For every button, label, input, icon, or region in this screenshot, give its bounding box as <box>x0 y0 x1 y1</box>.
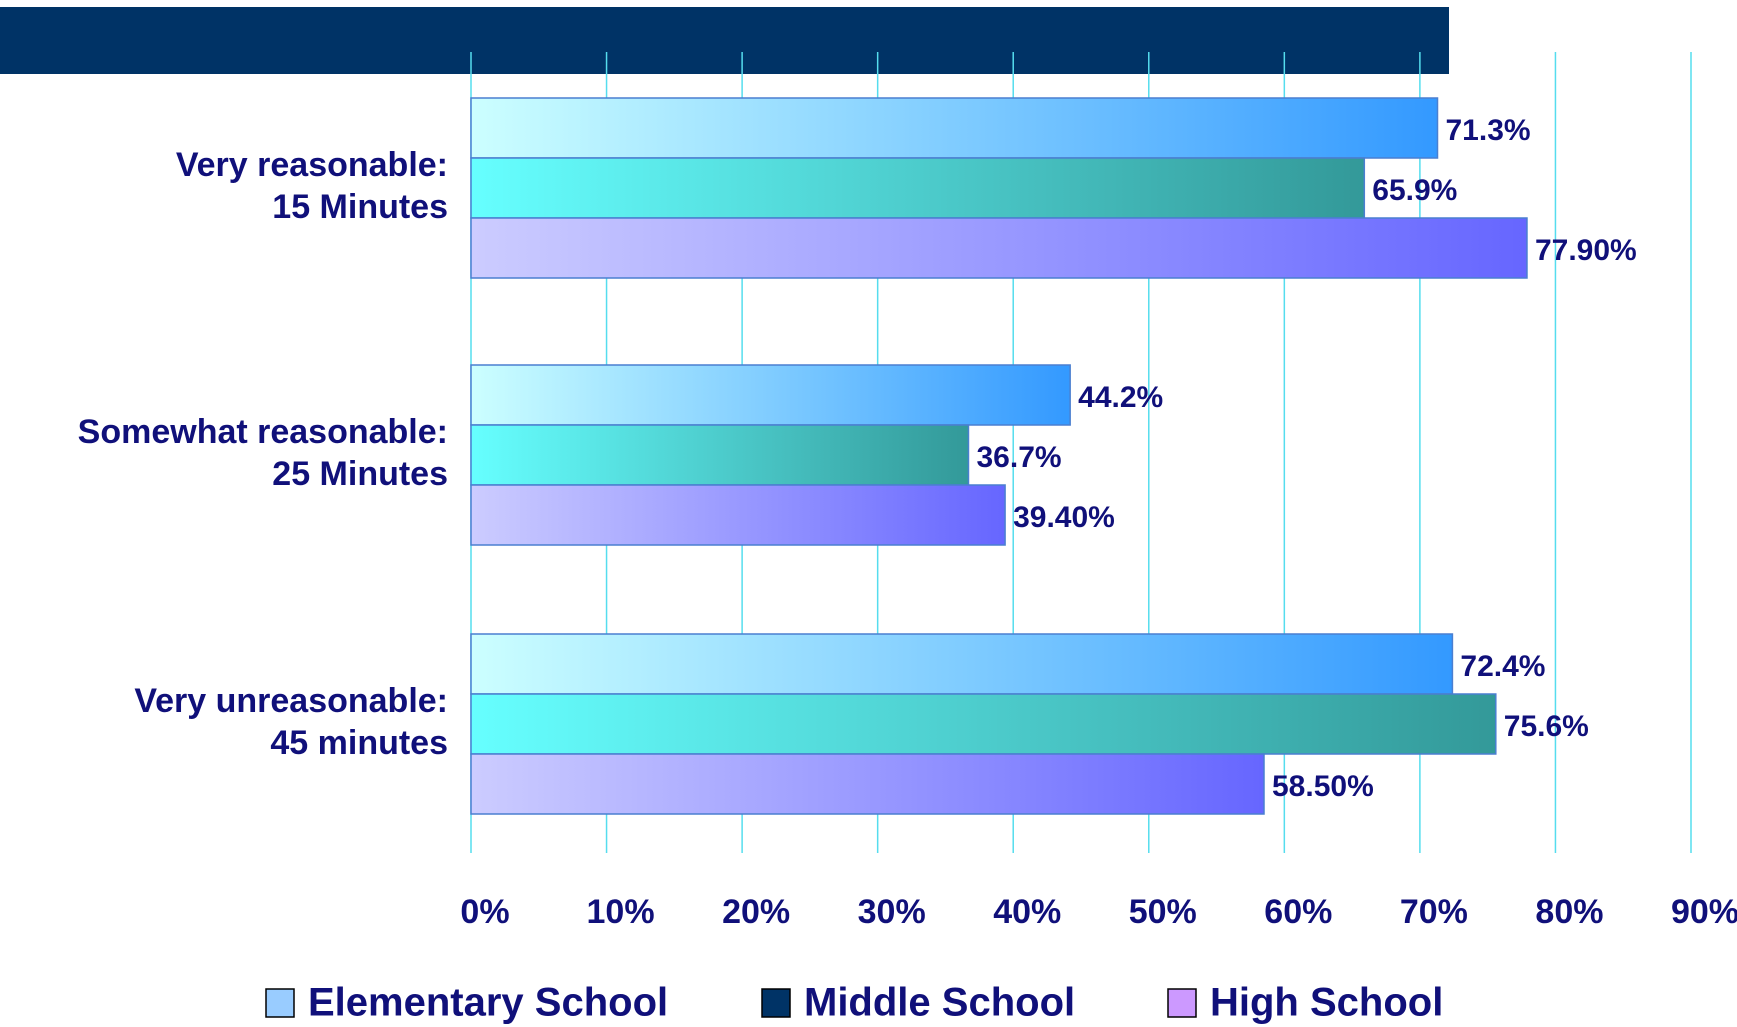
value-label: 72.4% <box>1460 650 1545 683</box>
x-tick-label: 10% <box>587 893 655 931</box>
x-tick-label: 30% <box>858 893 926 931</box>
value-label: 58.50% <box>1272 770 1374 803</box>
x-tick-label: 20% <box>722 893 790 931</box>
legend-swatch <box>761 988 791 1018</box>
x-tick-label: 0% <box>460 893 509 931</box>
legend-swatch <box>1167 988 1197 1018</box>
x-tick-label: 80% <box>1535 893 1603 931</box>
value-label: 39.40% <box>1013 501 1115 534</box>
bar <box>470 364 1071 426</box>
bar <box>470 424 970 486</box>
category-label: Very unreasonable: 45 minutes <box>134 682 448 762</box>
legend-label: High School <box>1210 981 1443 1025</box>
x-tick-label: 70% <box>1400 893 1468 931</box>
value-label: 44.2% <box>1078 381 1163 414</box>
value-label: 71.3% <box>1446 114 1531 147</box>
bar <box>470 484 1006 546</box>
bar <box>470 157 1366 219</box>
x-tick-label: 60% <box>1264 893 1332 931</box>
value-label: 36.7% <box>976 441 1061 474</box>
legend-swatch <box>265 988 295 1018</box>
value-label: 77.90% <box>1535 234 1637 267</box>
bar <box>470 753 1265 815</box>
x-tick-label: 90% <box>1671 893 1737 931</box>
header-band <box>0 7 1449 74</box>
legend-label: Elementary School <box>308 981 668 1025</box>
bar <box>470 693 1497 755</box>
bar <box>470 217 1528 279</box>
x-tick-label: 40% <box>993 893 1061 931</box>
value-label: 75.6% <box>1504 710 1589 743</box>
x-tick-label: 50% <box>1129 893 1197 931</box>
value-label: 65.9% <box>1372 174 1457 207</box>
bar <box>470 97 1439 159</box>
legend-label: Middle School <box>804 981 1075 1025</box>
bar <box>470 633 1454 695</box>
category-label: Somewhat reasonable: 25 Minutes <box>78 413 448 493</box>
category-label: Very reasonable: 15 Minutes <box>176 146 448 226</box>
